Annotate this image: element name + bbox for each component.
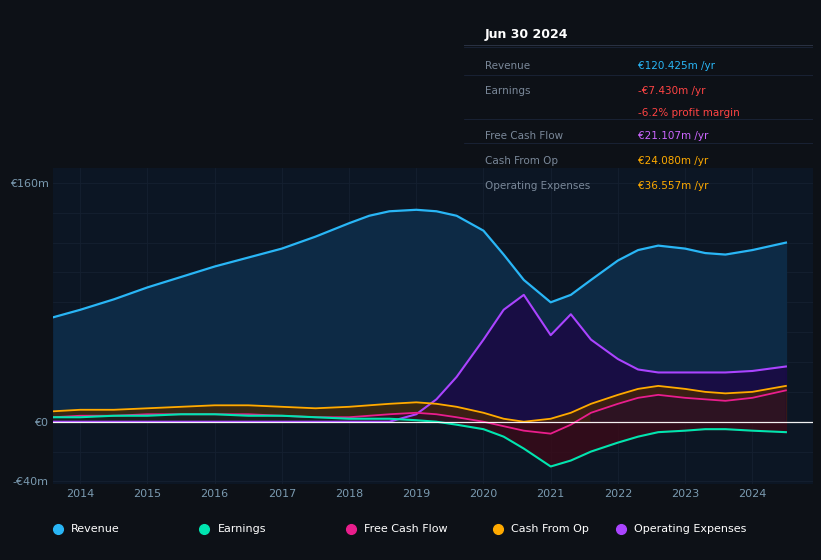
Text: Operating Expenses: Operating Expenses bbox=[635, 524, 746, 534]
Text: Revenue: Revenue bbox=[484, 61, 530, 71]
Text: Free Cash Flow: Free Cash Flow bbox=[484, 131, 563, 141]
Text: €120.425m /yr: €120.425m /yr bbox=[639, 61, 715, 71]
Text: Cash From Op: Cash From Op bbox=[484, 156, 557, 166]
Text: €21.107m /yr: €21.107m /yr bbox=[639, 131, 709, 141]
Text: Revenue: Revenue bbox=[71, 524, 120, 534]
Text: Earnings: Earnings bbox=[218, 524, 266, 534]
Text: Earnings: Earnings bbox=[484, 86, 530, 96]
Text: Cash From Op: Cash From Op bbox=[511, 524, 589, 534]
Text: -€7.430m /yr: -€7.430m /yr bbox=[639, 86, 706, 96]
Text: Jun 30 2024: Jun 30 2024 bbox=[484, 29, 568, 41]
Text: €24.080m /yr: €24.080m /yr bbox=[639, 156, 709, 166]
Text: Free Cash Flow: Free Cash Flow bbox=[365, 524, 447, 534]
Text: -6.2% profit margin: -6.2% profit margin bbox=[639, 108, 740, 118]
Text: €36.557m /yr: €36.557m /yr bbox=[639, 181, 709, 191]
Text: Operating Expenses: Operating Expenses bbox=[484, 181, 590, 191]
